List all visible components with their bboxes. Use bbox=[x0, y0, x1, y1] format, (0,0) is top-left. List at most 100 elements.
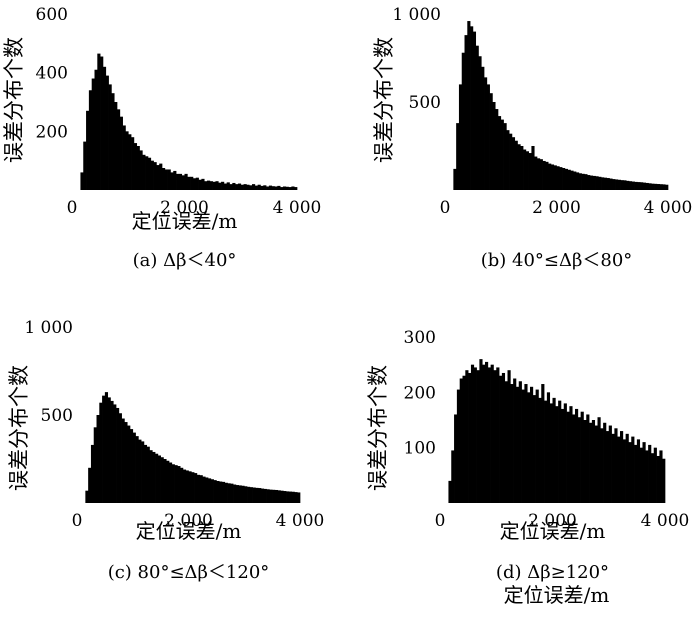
histogram-bar bbox=[196, 474, 200, 503]
histogram-bar bbox=[286, 491, 290, 503]
histogram-bar bbox=[118, 413, 122, 503]
histogram-bar bbox=[91, 78, 95, 190]
histogram-bar bbox=[608, 425, 612, 503]
histogram-bar bbox=[271, 186, 275, 190]
histogram-bar bbox=[628, 442, 632, 503]
histogram-bar bbox=[504, 381, 508, 503]
histogram-bar bbox=[553, 165, 557, 190]
histogram-bar bbox=[475, 45, 479, 191]
histogram-bar bbox=[656, 455, 660, 503]
histogram-bar bbox=[578, 173, 582, 190]
histogram-bar bbox=[600, 428, 604, 503]
histogram-bar bbox=[550, 164, 555, 190]
histogram-bar bbox=[227, 483, 231, 503]
histogram-bar bbox=[656, 184, 660, 190]
histogram-bar bbox=[530, 386, 534, 503]
histogram-bar bbox=[145, 156, 149, 190]
histogram-bar bbox=[139, 150, 143, 190]
histogram-bar bbox=[509, 133, 513, 190]
histogram-bar bbox=[240, 184, 244, 190]
y-tick-label: 600 bbox=[36, 5, 68, 25]
histogram-bar bbox=[166, 460, 170, 503]
y-tick-label: 500 bbox=[41, 406, 73, 426]
histogram-bar bbox=[448, 480, 452, 503]
x-tick-label: 0 bbox=[67, 198, 78, 218]
histogram-bar bbox=[119, 116, 123, 190]
histogram-bar bbox=[456, 123, 460, 190]
histogram-bar bbox=[534, 156, 538, 190]
histogram-bar bbox=[99, 402, 103, 503]
histogram-bar bbox=[180, 467, 184, 503]
histogram-bar bbox=[542, 160, 546, 190]
histogram-bar bbox=[470, 26, 474, 190]
histogram-bar bbox=[628, 181, 633, 190]
histogram-bar bbox=[514, 140, 518, 190]
histogram-bar bbox=[631, 436, 635, 503]
x-tick-label: 2 000 bbox=[532, 198, 581, 218]
histogram-bar bbox=[592, 175, 596, 190]
histogram-bar bbox=[584, 174, 588, 190]
histogram-bar bbox=[555, 406, 559, 503]
histogram-bar bbox=[277, 490, 281, 503]
histogram-bar bbox=[458, 84, 463, 190]
histogram-bar bbox=[489, 93, 493, 190]
histogram-bar bbox=[244, 486, 248, 503]
histogram-bar bbox=[467, 21, 471, 190]
histogram-bar bbox=[199, 475, 203, 503]
histogram-bar bbox=[170, 172, 174, 190]
histogram-bar bbox=[623, 180, 627, 190]
histogram-bar bbox=[268, 185, 273, 190]
histogram-bar bbox=[184, 173, 188, 190]
histogram-bar bbox=[128, 134, 132, 190]
histogram-bar bbox=[88, 467, 92, 503]
histogram-bar bbox=[97, 53, 101, 190]
y-tick-label: 1 000 bbox=[24, 318, 73, 338]
histogram-bar bbox=[535, 389, 539, 503]
histogram-bar bbox=[280, 490, 284, 503]
histogram-bar bbox=[274, 489, 279, 503]
histogram-bar bbox=[589, 422, 593, 503]
histogram-bar bbox=[88, 90, 93, 190]
histogram-bar bbox=[520, 146, 524, 190]
histogram-bar bbox=[204, 181, 208, 190]
histogram-bar bbox=[507, 370, 511, 503]
histogram-bar bbox=[595, 176, 599, 190]
histogram-bar bbox=[191, 472, 195, 503]
histogram-bar bbox=[223, 183, 228, 190]
histogram-bar bbox=[291, 186, 295, 190]
histogram-bar bbox=[622, 439, 626, 503]
histogram-bar bbox=[569, 406, 573, 503]
histogram-bar bbox=[107, 397, 111, 503]
histogram-bar bbox=[258, 488, 262, 503]
histogram-bar bbox=[185, 470, 189, 503]
histogram-bar bbox=[598, 176, 602, 190]
histogram-bar bbox=[500, 119, 504, 190]
histogram-bar bbox=[572, 414, 576, 503]
histogram-bar bbox=[224, 482, 228, 503]
histogram-bar bbox=[215, 181, 219, 190]
histogram-bar bbox=[642, 182, 647, 190]
histogram-bar bbox=[468, 372, 472, 503]
histogram-bar bbox=[288, 187, 292, 190]
histogram-bar bbox=[230, 483, 234, 503]
histogram-bar bbox=[226, 182, 230, 190]
y-tick-label: 200 bbox=[36, 122, 68, 142]
histogram-bar bbox=[135, 436, 139, 503]
x-axis-label: 定位误差/m bbox=[504, 583, 610, 607]
histogram-bar bbox=[539, 159, 543, 190]
histogram-bar bbox=[283, 491, 287, 503]
histogram-bar bbox=[470, 364, 475, 503]
histogram-bar bbox=[639, 447, 643, 503]
histogram-bar bbox=[620, 431, 624, 503]
histogram-bar bbox=[192, 178, 197, 190]
histogram-bar bbox=[642, 442, 646, 503]
x-axis-label: 定位误差/m bbox=[132, 209, 238, 233]
histogram-bar bbox=[272, 489, 276, 503]
histogram-bar bbox=[280, 187, 284, 190]
histogram-bar bbox=[210, 479, 214, 503]
histogram-bar bbox=[518, 381, 522, 503]
histogram-bar bbox=[160, 457, 164, 503]
histogram-bar bbox=[274, 186, 278, 190]
